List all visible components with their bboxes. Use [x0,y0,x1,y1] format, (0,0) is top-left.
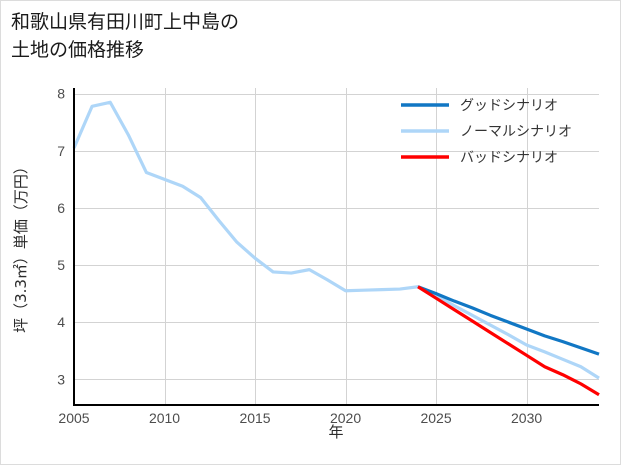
x-tick-label: 2005 [58,410,89,426]
y-tick-label: 3 [57,371,65,387]
series-line-normal [72,100,600,380]
y-tick-label: 5 [57,257,65,273]
page-title: 和歌山県有田川町上中島の 土地の価格推移 [11,11,240,61]
legend-label: グッドシナリオ [460,98,558,114]
y-tick-label: 4 [57,314,65,330]
axis-spines [72,88,599,407]
x-tick-label: 2015 [239,410,270,426]
x-tick-label: 2025 [420,410,451,426]
x-axis-title: 年 [328,423,343,441]
x-tick-label: 2020 [330,410,361,426]
y-axis-tick-labels: 3 4 5 6 7 8 [57,86,65,388]
legend-label: バッドシナリオ [460,150,558,166]
series-line-good [417,285,600,356]
y-tick-label: 7 [57,143,65,159]
x-axis-tick-labels: 2005 2010 2015 2020 2025 2030 [58,410,542,426]
y-tick-label: 6 [57,200,65,216]
series-line-bad [417,285,600,397]
x-tick-label: 2030 [511,410,542,426]
legend-label: ノーマルシナリオ [460,124,572,140]
y-axis-title: 坪（3.3㎡）単価（万円） [12,159,30,333]
x-tick-label: 2010 [149,410,180,426]
series-lines [72,100,600,397]
y-tick-label: 8 [57,86,65,102]
